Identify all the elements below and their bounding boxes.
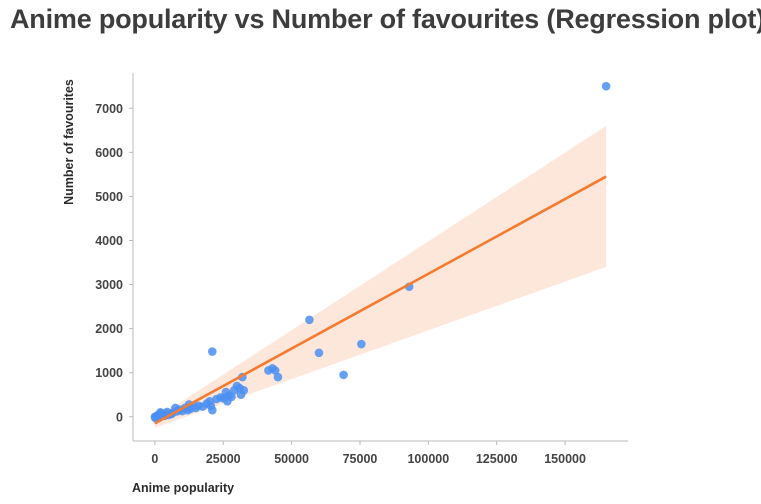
y-tick-label: 2000 [95,322,123,336]
x-tick-label: 75000 [343,452,378,466]
y-tick-label: 0 [116,410,123,424]
y-tick-label: 3000 [95,278,123,292]
x-tick-label: 25000 [206,452,241,466]
data-point [314,348,324,358]
data-point [273,372,283,382]
data-point [305,315,314,325]
y-axis-label: Number of favourites [62,79,76,205]
y-tick-label: 6000 [95,146,123,160]
x-axis-label: Anime popularity [132,481,234,495]
data-point [270,366,280,375]
x-tick-label: 150000 [544,452,586,466]
x-tick-label: 50000 [274,452,309,466]
data-point [339,370,348,380]
data-point [208,347,217,356]
data-point [212,394,221,404]
chart-title: Anime popularity vs Number of favourites… [10,4,761,34]
data-point [601,81,611,91]
x-tick-label: 0 [151,452,158,466]
y-tick-label: 5000 [95,190,123,204]
data-point [357,339,366,349]
y-tick-label: 1000 [95,366,123,380]
x-tick-label: 100000 [407,452,449,466]
data-point [223,397,232,406]
confidence-band [154,125,607,428]
y-tick-label: 7000 [95,102,123,116]
data-point [236,390,246,400]
data-point [229,386,239,395]
regression-line [154,175,607,425]
y-tick-label: 4000 [95,234,123,248]
x-tick-label: 125000 [476,452,518,466]
